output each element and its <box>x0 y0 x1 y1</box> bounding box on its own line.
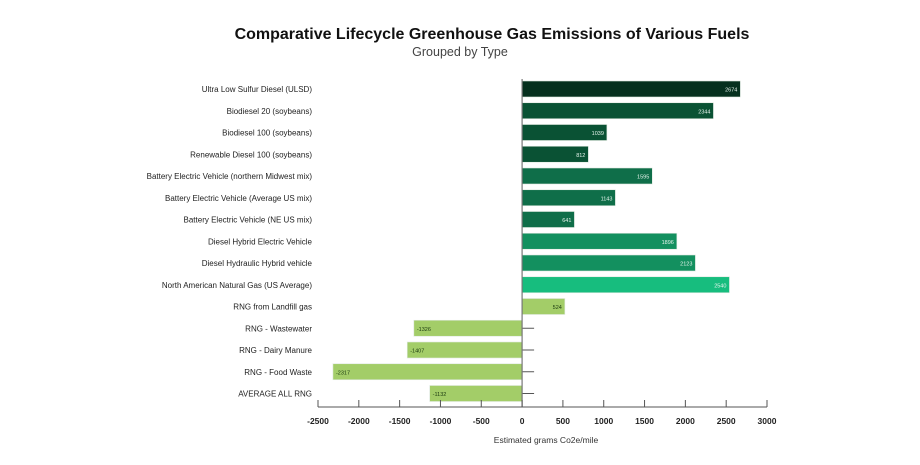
bar <box>406 341 523 359</box>
data-label: 1896 <box>662 240 674 246</box>
category-label: Ultra Low Sulfur Diesel (ULSD) <box>202 85 313 94</box>
category-label: Diesel Hybrid Electric Vehicle <box>208 237 313 246</box>
data-label: 1595 <box>637 175 649 181</box>
x-tick-label: -500 <box>473 416 490 426</box>
data-label: 2123 <box>680 262 692 268</box>
bar <box>332 363 523 381</box>
data-label: 2344 <box>698 109 710 115</box>
data-label: 812 <box>576 153 585 159</box>
category-label: Battery Electric Vehicle (northern Midwe… <box>147 172 313 181</box>
bar <box>521 232 678 250</box>
data-label: 524 <box>553 305 562 311</box>
data-label: -1407 <box>410 349 424 355</box>
data-label: 2540 <box>714 283 726 289</box>
x-tick-label: 500 <box>556 416 570 426</box>
category-label: AVERAGE ALL RNG <box>238 390 312 399</box>
x-tick-label: 2000 <box>676 416 695 426</box>
x-tick-label: 1000 <box>594 416 613 426</box>
category-label: North American Natural Gas (US Average) <box>162 281 312 290</box>
category-label: Battery Electric Vehicle (NE US mix) <box>184 216 313 225</box>
category-label: Biodiesel 20 (soybeans) <box>227 107 313 116</box>
data-label: -1132 <box>433 392 447 398</box>
x-tick-label: 2500 <box>717 416 736 426</box>
data-label: 641 <box>562 218 571 224</box>
data-label: -1326 <box>417 327 431 333</box>
bar <box>521 167 653 185</box>
x-tick-label: -2500 <box>307 416 329 426</box>
bar <box>521 80 741 98</box>
bar <box>521 276 730 294</box>
category-label: RNG - Dairy Manure <box>239 346 312 355</box>
chart-subtitle: Grouped by Type <box>412 45 508 59</box>
category-label: Battery Electric Vehicle (Average US mix… <box>165 194 312 203</box>
category-label: Biodiesel 100 (soybeans) <box>222 129 312 138</box>
category-label: Diesel Hydraulic Hybrid vehicle <box>202 259 313 268</box>
x-tick-label: -2000 <box>348 416 370 426</box>
category-label: RNG from Landfill gas <box>233 303 312 312</box>
data-label: 2674 <box>725 88 737 94</box>
category-label: RNG - Food Waste <box>244 368 312 377</box>
data-label: 1039 <box>592 131 604 137</box>
x-tick-label: 3000 <box>758 416 777 426</box>
category-label: RNG - Wastewater <box>245 324 312 333</box>
chart-title: Comparative Lifecycle Greenhouse Gas Emi… <box>235 26 750 43</box>
bar <box>521 102 714 120</box>
x-tick-label: 1500 <box>635 416 654 426</box>
bar <box>521 254 696 272</box>
data-label: 1143 <box>601 196 613 202</box>
x-tick-label: -1000 <box>430 416 452 426</box>
category-label: Renewable Diesel 100 (soybeans) <box>190 150 312 159</box>
x-axis-label: Estimated grams Co2e/mile <box>494 435 599 445</box>
x-tick-label: 0 <box>520 416 525 426</box>
data-label: -2317 <box>336 370 350 376</box>
x-tick-label: -1500 <box>389 416 411 426</box>
